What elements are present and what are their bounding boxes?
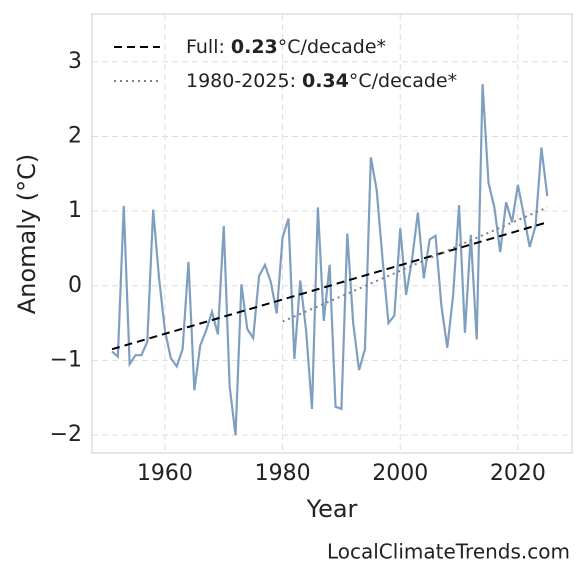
y-tick-label: 1 xyxy=(68,198,82,223)
y-tick-label: −2 xyxy=(50,422,82,447)
legend-label: 1980-2025: 0.34°C/decade* xyxy=(186,70,457,92)
legend-trend: 0.34 xyxy=(302,70,349,92)
legend-name: Full: xyxy=(186,36,225,58)
y-tick-label: 0 xyxy=(68,273,82,298)
y-axis-label: Anomaly (°C) xyxy=(13,154,41,314)
x-tick-label: 1980 xyxy=(255,461,311,486)
x-tick-label: 2020 xyxy=(490,461,546,486)
x-tick-label: 1960 xyxy=(137,461,193,486)
x-axis-label: Year xyxy=(306,495,358,523)
trend-line xyxy=(111,221,548,351)
y-tick-label: 2 xyxy=(68,123,82,148)
y-tick-label: −1 xyxy=(50,347,82,372)
legend-unit: °C/decade* xyxy=(278,36,386,58)
x-tick-label: 2000 xyxy=(372,461,428,486)
plot-frame xyxy=(91,13,573,454)
legend-unit: °C/decade* xyxy=(349,70,457,92)
legend-label: Full: 0.23°C/decade* xyxy=(186,36,386,58)
trend-line xyxy=(282,206,548,323)
anomaly-line xyxy=(111,84,549,436)
source: LocalClimateTrends.com xyxy=(327,540,570,564)
legend-trend: 0.23 xyxy=(231,36,278,58)
legend-name: 1980-2025: xyxy=(186,70,296,92)
y-tick-label: 3 xyxy=(68,49,82,74)
